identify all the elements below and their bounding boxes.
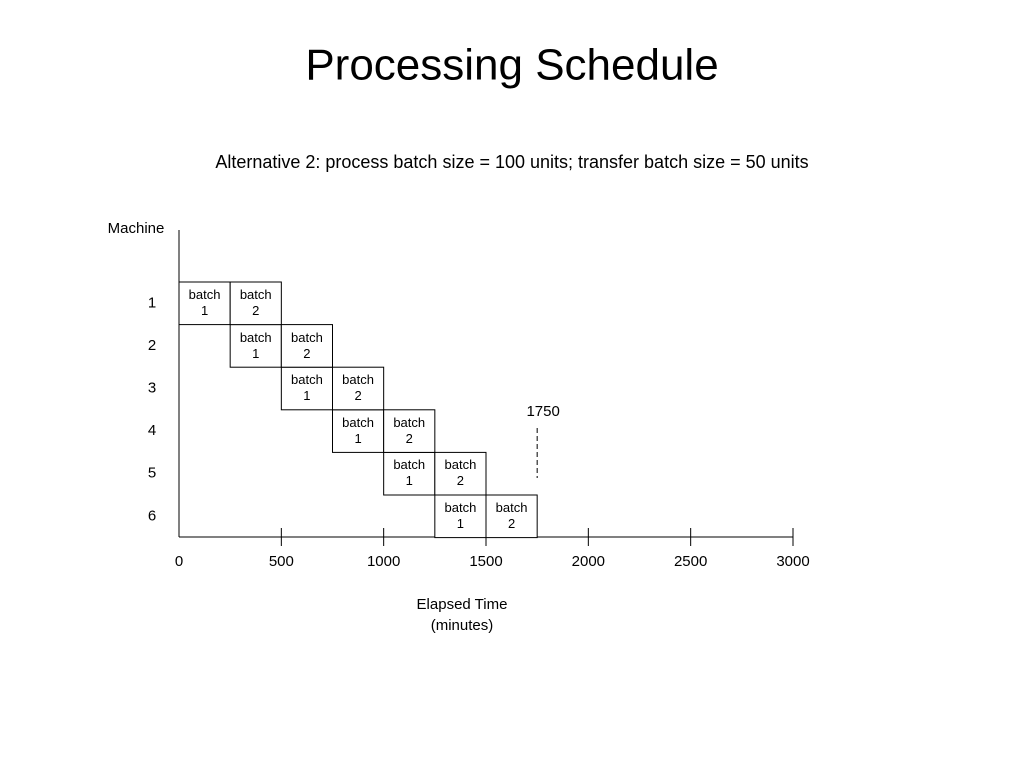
task-label: batch 1 [239,329,272,361]
x-tick-label: 0 [175,553,183,570]
task-label-box: batch 1 [393,457,426,489]
task-label-box: batch 1 [342,414,374,446]
chart-subtitle: Alternative 2: process batch size = 100 … [215,152,808,172]
task-label-box: batch 2 [393,414,426,446]
task-bar [178,281,231,326]
y-tick-label: 4 [148,422,156,439]
task-label: batch 2 [342,372,374,404]
task-label: batch 2 [291,329,323,361]
task-bar [280,324,334,368]
x-tick-label: 1500 [469,553,502,570]
x-tick-label: 2000 [572,553,605,570]
task-bar [485,494,538,539]
x-axis-label: (minutes) [431,617,494,634]
task-bar [229,324,282,368]
task-label: batch 2 [444,457,477,489]
task-bar [383,409,436,453]
x-tick-label: 3000 [776,553,809,570]
task-label-box: batch 1 [239,329,272,361]
marker-label: 1750 [526,403,559,420]
y-tick-label: 1 [148,294,156,311]
x-tick-label: 2500 [674,553,707,570]
y-tick-label: 2 [148,337,156,354]
y-axis-label: Machine [108,220,165,237]
task-label: batch 1 [393,457,426,489]
task-label: batch 2 [393,414,426,446]
task-label-box: batch 2 [444,457,477,489]
y-tick-label: 5 [148,465,156,482]
task-label: batch 2 [495,500,528,531]
x-tick-label: 500 [269,553,294,570]
task-label: batch 1 [188,287,221,318]
x-axis-label: Elapsed Time [417,596,508,613]
x-tick-label: 1000 [367,553,400,570]
y-tick-label: 6 [148,507,156,524]
task-bar [434,451,487,496]
task-bar [229,281,282,326]
task-label: batch 2 [239,287,272,318]
task-label: batch 1 [291,372,323,404]
task-label: batch 1 [342,414,374,446]
task-bar [332,366,385,411]
y-tick-label: 3 [148,379,156,396]
task-label-box: batch 2 [239,287,272,318]
chart-title: Processing Schedule [305,41,718,90]
task-label-box: batch 1 [444,500,477,531]
task-label-box: batch 2 [495,500,528,531]
task-label-box: batch 2 [342,372,374,404]
task-label-box: batch 2 [291,329,323,361]
task-label-box: batch 1 [188,287,221,318]
task-label-box: batch 1 [291,372,323,404]
task-label: batch 1 [444,500,477,531]
